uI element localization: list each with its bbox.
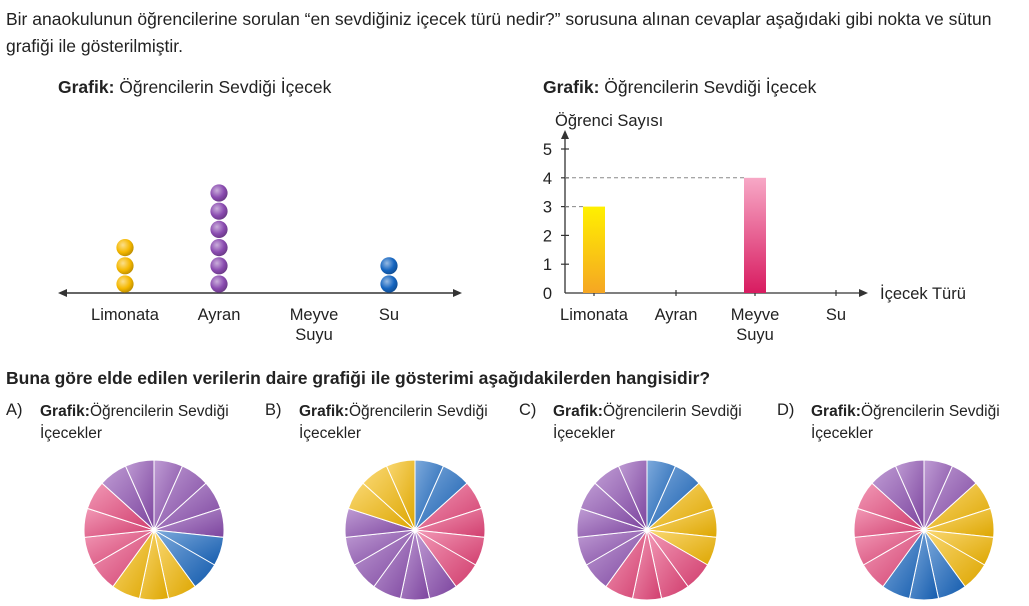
bar-category-label: Ayran xyxy=(655,306,698,324)
pie-slice xyxy=(617,459,648,531)
pie-slice xyxy=(124,459,155,531)
dot-mark xyxy=(116,257,134,275)
dot-category-label: Limonata xyxy=(91,306,160,324)
option-letter: B) xyxy=(265,401,282,419)
pie-title: Grafik:Öğrencilerin Sevdiği İçecekler xyxy=(299,401,488,445)
dot-mark xyxy=(210,257,228,275)
bar-chart-title-prefix: Grafik: xyxy=(543,77,600,97)
pie-title-text-line2: İçecekler xyxy=(40,425,103,442)
pie-chart xyxy=(853,459,995,601)
pie-title-text-line2: İçecekler xyxy=(811,425,874,442)
pie-title-text-line2: İçecekler xyxy=(299,425,362,442)
dot-category-label: Ayran xyxy=(198,306,241,324)
pie-title-text: Öğrencilerin Sevdiği xyxy=(860,403,1000,420)
bar-y-tick-label: 3 xyxy=(543,199,552,217)
pie-title-text: Öğrencilerin Sevdiği xyxy=(348,403,488,420)
dot-mark xyxy=(210,220,228,238)
bar-x-axis-arrow xyxy=(859,289,868,297)
bar-category-label: Meyve Suyu xyxy=(731,306,780,344)
pie-slice xyxy=(385,459,416,531)
pie-title-prefix: Grafik: xyxy=(40,403,90,420)
bar-y-tick-label: 1 xyxy=(543,256,552,274)
bar-y-tick-label: 5 xyxy=(543,141,552,159)
pie-title-prefix: Grafik: xyxy=(553,403,603,420)
dot-chart-title-text: Öğrencilerin Sevdiği İçecek xyxy=(119,77,332,97)
dot-mark xyxy=(116,275,134,293)
dot-chart-title: Grafik: Öğrencilerin Sevdiği İçecek xyxy=(58,77,331,98)
pie-chart xyxy=(576,459,718,601)
pie-chart xyxy=(83,459,225,601)
answer-option[interactable]: C) Grafik:Öğrencilerin Sevdiği İçecekler xyxy=(519,401,742,442)
pie-title-prefix: Grafik: xyxy=(299,403,349,420)
bar-category-label: Su xyxy=(826,306,846,324)
bar-chart-title-text: Öğrencilerin Sevdiği İçecek xyxy=(604,77,817,97)
answer-option[interactable]: B) Grafik:Öğrencilerin Sevdiği İçecekler xyxy=(265,401,488,442)
bar-y-tick-label: 4 xyxy=(543,170,552,188)
pie-slice xyxy=(894,459,925,531)
dot-mark xyxy=(210,202,228,220)
pie-title-text-line2: İçecekler xyxy=(553,425,616,442)
answer-option[interactable]: A) Grafik:Öğrencilerin Sevdiği İçecekler xyxy=(6,401,229,442)
dot-mark xyxy=(210,184,228,202)
bar-y-axis-label: Öğrenci Sayısı xyxy=(555,112,663,130)
dot-category-label: Su xyxy=(379,306,399,324)
pie-title-text: Öğrencilerin Sevdiği xyxy=(89,403,229,420)
bar-mark xyxy=(583,206,605,293)
dot-chart-title-prefix: Grafik: xyxy=(58,77,115,97)
question-text: Buna göre elde edilen verilerin daire gr… xyxy=(6,368,711,388)
option-letter: A) xyxy=(6,401,23,419)
pie-chart xyxy=(344,459,486,601)
bar-y-tick-label: 0 xyxy=(543,285,552,303)
pie-title-prefix: Grafik: xyxy=(811,403,861,420)
answer-option[interactable]: D) Grafik:Öğrencilerin Sevdiği İçecekler xyxy=(777,401,1000,442)
bar-chart-title: Grafik: Öğrencilerin Sevdiği İçecek xyxy=(543,77,816,98)
dot-axis-left-arrow xyxy=(58,289,67,297)
dot-mark xyxy=(210,275,228,293)
pie-title: Grafik:Öğrencilerin Sevdiği İçecekler xyxy=(811,401,1000,445)
intro-text: Bir anaokulunun öğrencilerine sorulan “e… xyxy=(6,9,992,56)
pie-title-text: Öğrencilerin Sevdiği xyxy=(602,403,742,420)
pie-title: Grafik:Öğrencilerin Sevdiği İçecekler xyxy=(553,401,742,445)
dot-mark xyxy=(380,275,398,293)
bar-y-axis-arrow xyxy=(561,130,569,139)
bar-mark xyxy=(744,177,766,293)
bar-x-axis-label: İçecek Türü xyxy=(880,284,966,303)
dot-mark xyxy=(210,239,228,257)
pie-title: Grafik:Öğrencilerin Sevdiği İçecekler xyxy=(40,401,229,445)
bar-category-label: Limonata xyxy=(560,306,629,324)
dot-category-label: Meyve Suyu xyxy=(290,306,339,344)
dot-axis-right-arrow xyxy=(453,289,462,297)
bar-y-tick-label: 2 xyxy=(543,227,552,245)
option-letter: D) xyxy=(777,401,795,419)
dot-mark xyxy=(380,257,398,275)
option-letter: C) xyxy=(519,401,537,419)
dot-mark xyxy=(116,239,134,257)
